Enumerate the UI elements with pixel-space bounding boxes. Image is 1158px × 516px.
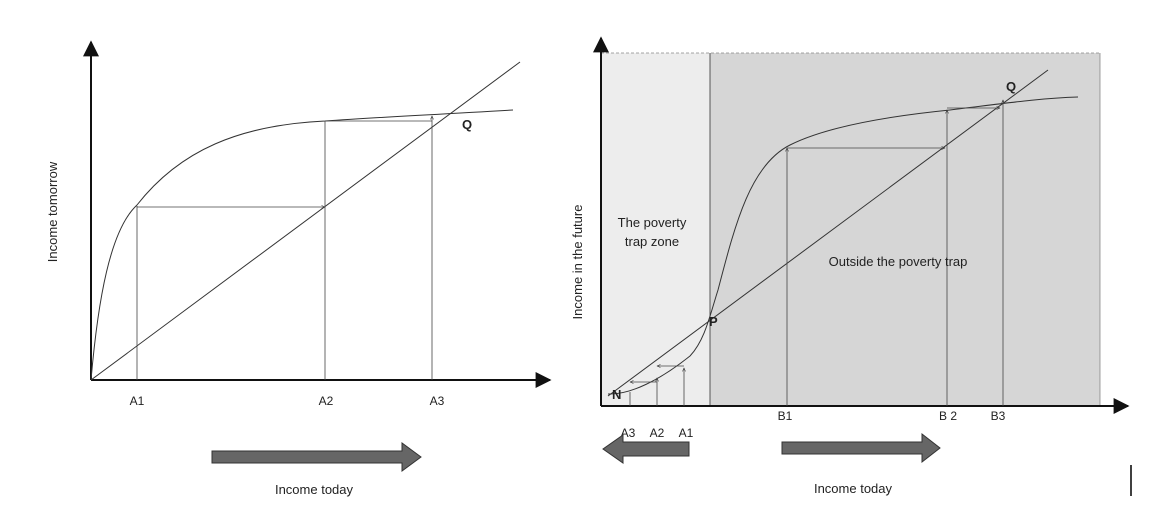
left-tick-a3: A3 <box>430 394 445 408</box>
left-tick-a2: A2 <box>319 394 334 408</box>
right-point-p: P <box>709 314 718 329</box>
right-x-axis-label: Income today <box>814 481 893 496</box>
outside-trap-zone <box>710 53 1100 406</box>
right-point-n: N <box>612 387 621 402</box>
right-point-q: Q <box>1006 79 1016 94</box>
right-y-axis-label: Income in the future <box>570 205 585 320</box>
left-tick-a1: A1 <box>130 394 145 408</box>
trap-zone-label-line2: trap zone <box>625 234 679 249</box>
right-diagram: Income in the future The poverty trap zo… <box>570 36 1132 496</box>
right-tick-a1: A1 <box>679 426 694 440</box>
left-income-curve <box>90 109 514 381</box>
left-x-axis-label: Income today <box>275 482 354 497</box>
right-forward-arrow-icon <box>781 432 941 464</box>
right-income-curve <box>607 96 1079 395</box>
right-45-degree-line <box>607 69 1049 397</box>
trap-zone-label-line1: The poverty <box>618 215 687 230</box>
right-tick-a3: A3 <box>621 426 636 440</box>
left-y-axis-label: Income tomorrow <box>45 161 60 262</box>
right-backward-arrow-icon <box>602 434 690 464</box>
left-point-q: Q <box>462 117 472 132</box>
right-tick-b3: B3 <box>991 409 1006 423</box>
left-direction-arrow-icon <box>211 442 422 472</box>
left-diagram: Income tomorrow Q A1 A2 A3 Income today <box>45 40 552 497</box>
left-45-degree-line <box>90 61 521 381</box>
outside-zone-label: Outside the poverty trap <box>829 254 968 269</box>
right-tick-b2: B 2 <box>939 409 957 423</box>
right-tick-a2: A2 <box>650 426 665 440</box>
poverty-trap-zone <box>601 53 710 406</box>
right-tick-b1: B1 <box>778 409 793 423</box>
